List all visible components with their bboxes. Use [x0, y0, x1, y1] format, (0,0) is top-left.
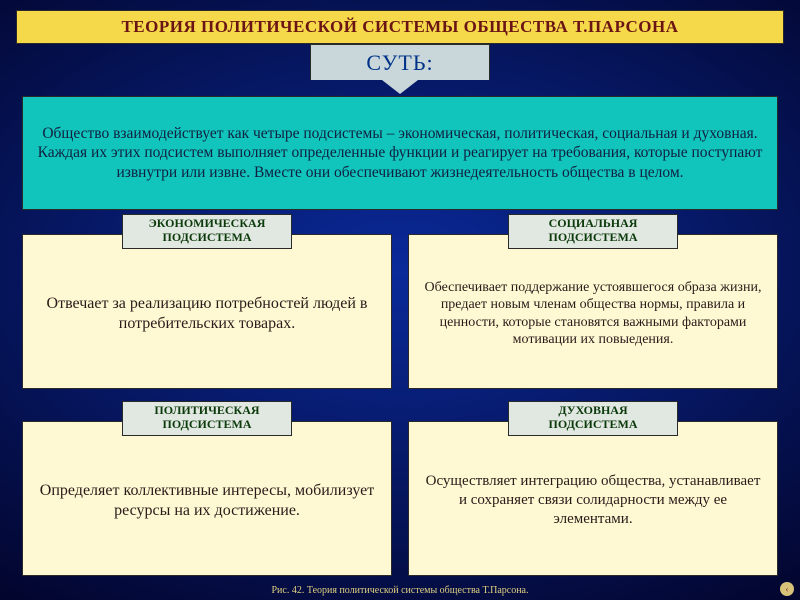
subsystem-body-text: Обеспечивает поддержание устоявшегося об… [421, 279, 765, 349]
subsystem-body: Осуществляет интеграцию общества, устана… [408, 421, 778, 576]
prev-slide-button[interactable]: ‹ [780, 582, 794, 596]
subsystem-body-text: Отвечает за реализацию потребностей люде… [35, 294, 379, 334]
main-description-box: Общество взаимодействует как четыре подс… [22, 96, 778, 210]
subsystem-social: СОЦИАЛЬНАЯ ПОДСИСТЕМА Обеспечивает подде… [408, 214, 778, 389]
subsystem-label-line1: ПОЛИТИЧЕСКАЯ [154, 403, 259, 417]
slide-content: ТЕОРИЯ ПОЛИТИЧЕСКОЙ СИСТЕМЫ ОБЩЕСТВА Т.П… [0, 0, 800, 600]
subsystem-body-text: Осуществляет интеграцию общества, устана… [421, 472, 765, 528]
figure-caption-text: Рис. 42. Теория политической системы общ… [271, 585, 528, 596]
subsystem-spiritual: ДУХОВНАЯ ПОДСИСТЕМА Осуществляет интегра… [408, 401, 778, 576]
subsystem-label-line2: ПОДСИСТЕМА [549, 230, 638, 244]
subsystem-label: ЭКОНОМИЧЕСКАЯ ПОДСИСТЕМА [122, 214, 292, 249]
essence-label-text: СУТЬ: [366, 50, 433, 76]
subsystem-label: ДУХОВНАЯ ПОДСИСТЕМА [508, 401, 678, 436]
subsystem-label-line2: ПОДСИСТЕМА [163, 230, 252, 244]
subsystem-label: ПОЛИТИЧЕСКАЯ ПОДСИСТЕМА [122, 401, 292, 436]
main-description-text: Общество взаимодействует как четыре подс… [33, 124, 767, 182]
subsystem-label-line1: ЭКОНОМИЧЕСКАЯ [149, 216, 266, 230]
subsystem-economic: ЭКОНОМИЧЕСКАЯ ПОДСИСТЕМА Отвечает за реа… [22, 214, 392, 389]
subsystem-label-line2: ПОДСИСТЕМА [163, 417, 252, 431]
subsystems-grid: ЭКОНОМИЧЕСКАЯ ПОДСИСТЕМА Отвечает за реа… [22, 214, 778, 576]
slide-title-text: ТЕОРИЯ ПОЛИТИЧЕСКОЙ СИСТЕМЫ ОБЩЕСТВА Т.П… [121, 17, 678, 37]
essence-label-box: СУТЬ: [310, 44, 490, 80]
figure-caption: Рис. 42. Теория политической системы общ… [0, 585, 800, 596]
essence-pointer: СУТЬ: [310, 44, 490, 94]
subsystem-body-text: Определяет коллективные интересы, мобили… [35, 481, 379, 521]
subsystem-label-line1: СОЦИАЛЬНАЯ [549, 216, 638, 230]
subsystem-body: Отвечает за реализацию потребностей люде… [22, 234, 392, 389]
subsystem-political: ПОЛИТИЧЕСКАЯ ПОДСИСТЕМА Определяет колле… [22, 401, 392, 576]
chevron-down-icon [382, 80, 418, 94]
slide-title: ТЕОРИЯ ПОЛИТИЧЕСКОЙ СИСТЕМЫ ОБЩЕСТВА Т.П… [16, 10, 784, 44]
subsystem-label: СОЦИАЛЬНАЯ ПОДСИСТЕМА [508, 214, 678, 249]
subsystem-body: Обеспечивает поддержание устоявшегося об… [408, 234, 778, 389]
subsystem-label-line1: ДУХОВНАЯ [558, 403, 627, 417]
subsystem-body: Определяет коллективные интересы, мобили… [22, 421, 392, 576]
chevron-left-icon: ‹ [786, 584, 789, 594]
subsystem-label-line2: ПОДСИСТЕМА [549, 417, 638, 431]
